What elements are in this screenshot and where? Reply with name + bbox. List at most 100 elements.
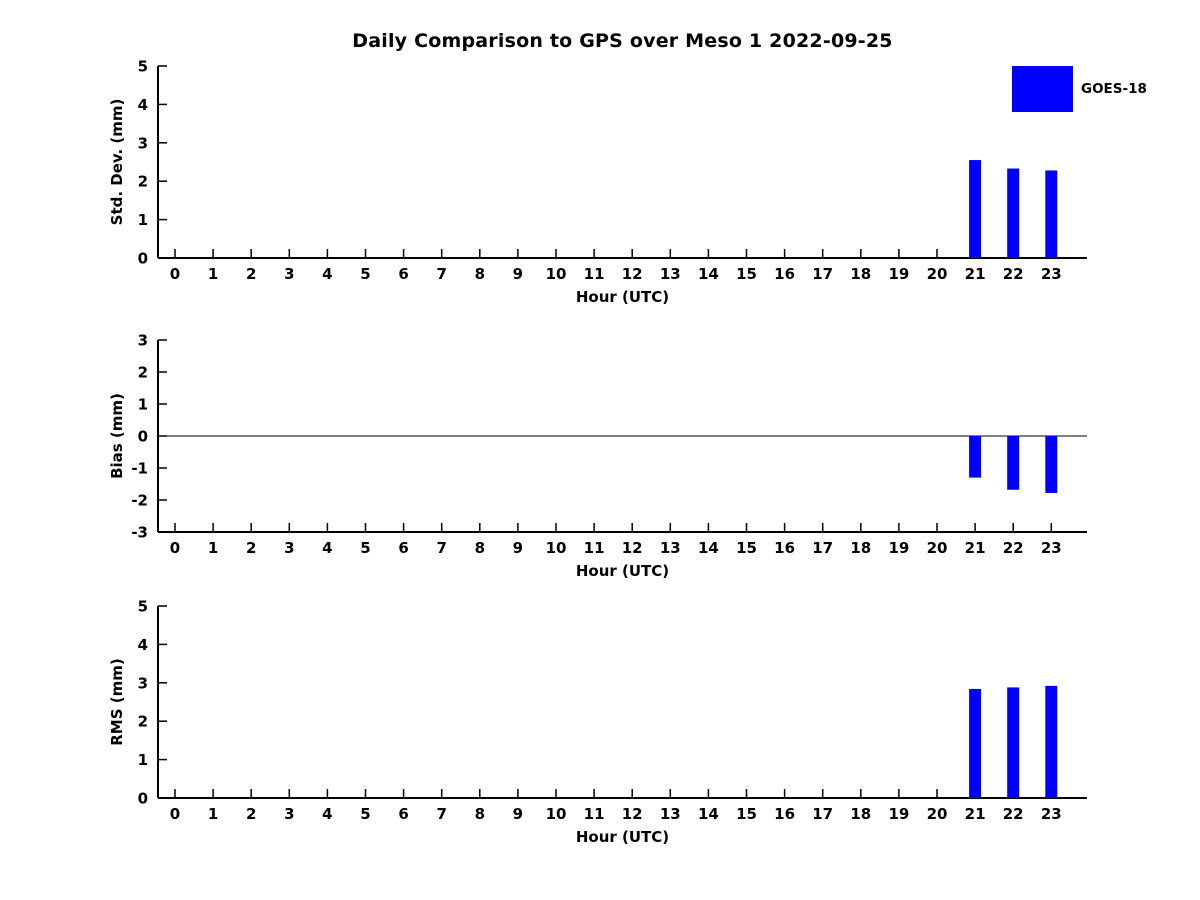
bar-hour-22 xyxy=(1007,687,1020,798)
x-tick-label: 18 xyxy=(850,805,871,823)
x-tick-label: 7 xyxy=(436,805,446,823)
x-tick-label: 11 xyxy=(584,805,605,823)
y-tick-label: 1 xyxy=(138,211,148,229)
y-tick-label: 4 xyxy=(138,636,148,654)
x-tick-label: 10 xyxy=(546,265,567,283)
x-tick-label: 23 xyxy=(1041,539,1062,557)
x-tick-label: 18 xyxy=(850,539,871,557)
y-tick-label: 1 xyxy=(138,751,148,769)
bar-hour-21 xyxy=(969,160,982,258)
x-tick-label: 5 xyxy=(360,805,370,823)
y-tick-label: 3 xyxy=(138,332,148,350)
x-tick-label: 6 xyxy=(398,265,408,283)
y-tick-label: 3 xyxy=(138,674,148,692)
x-tick-label: 9 xyxy=(513,539,523,557)
chart-title: Daily Comparison to GPS over Meso 1 2022… xyxy=(352,30,893,52)
x-tick-label: 1 xyxy=(208,265,218,283)
x-tick-label: 14 xyxy=(698,539,719,557)
x-tick-label: 20 xyxy=(927,539,948,557)
x-tick-label: 17 xyxy=(812,265,833,283)
x-tick-label: 22 xyxy=(1003,265,1024,283)
x-tick-label: 17 xyxy=(812,805,833,823)
x-tick-label: 9 xyxy=(513,265,523,283)
rms-x-axis-label: Hour (UTC) xyxy=(575,828,670,846)
x-tick-label: 4 xyxy=(322,539,332,557)
x-tick-label: 20 xyxy=(927,805,948,823)
x-tick-label: 16 xyxy=(774,805,795,823)
x-tick-label: 17 xyxy=(812,539,833,557)
x-tick-label: 6 xyxy=(398,539,408,557)
stddev-y-axis-label: Std. Dev. (mm) xyxy=(108,98,126,226)
legend-swatch-goes18 xyxy=(1012,66,1073,112)
x-tick-label: 15 xyxy=(736,265,757,283)
x-tick-label: 10 xyxy=(546,805,567,823)
x-tick-label: 7 xyxy=(436,265,446,283)
y-tick-label: 2 xyxy=(138,173,148,191)
x-tick-label: 2 xyxy=(246,805,256,823)
x-tick-label: 11 xyxy=(584,539,605,557)
x-tick-label: 23 xyxy=(1041,805,1062,823)
y-tick-label: -1 xyxy=(131,460,148,478)
bar-hour-22 xyxy=(1007,168,1020,258)
x-tick-label: 2 xyxy=(246,265,256,283)
x-tick-label: 4 xyxy=(322,265,332,283)
x-tick-label: 6 xyxy=(398,805,408,823)
x-tick-label: 10 xyxy=(546,539,567,557)
subplot-rms: 0 1 2 3 4 5 0 1 2 3 4 5 6 7 8 9 10 11 12 13 14 15 16 17 18 19 20 21… xyxy=(0,594,1200,864)
subplot-stddev: 0 1 2 3 4 5 0 1 2 3 4 5 6 7 8 9 10 11 12 13 14 15 16 17 18 19 20 21… xyxy=(0,54,1200,324)
legend-label-goes18: GOES-18 xyxy=(1081,81,1147,97)
x-tick-label: 8 xyxy=(475,805,485,823)
y-tick-label: 0 xyxy=(138,250,148,268)
x-tick-label: 15 xyxy=(736,805,757,823)
x-tick-label: 7 xyxy=(436,539,446,557)
x-tick-label: 0 xyxy=(170,539,180,557)
x-tick-label: 21 xyxy=(965,539,986,557)
bar-hour-23 xyxy=(1045,436,1058,493)
x-tick-label: 12 xyxy=(622,805,643,823)
x-tick-label: 8 xyxy=(475,539,485,557)
x-tick-label: 5 xyxy=(360,539,370,557)
subplot-bias: -3 -2 -1 0 1 2 3 0 1 2 3 4 5 6 7 8 9 10 11 12 13 14 15 16 17 18 19… xyxy=(0,328,1200,598)
x-tick-label: 16 xyxy=(774,539,795,557)
x-tick-label: 0 xyxy=(170,265,180,283)
bias-y-axis-label: Bias (mm) xyxy=(108,393,126,479)
x-tick-label: 3 xyxy=(284,539,294,557)
x-tick-label: 13 xyxy=(660,805,681,823)
x-tick-label: 11 xyxy=(584,265,605,283)
y-tick-label: 1 xyxy=(138,396,148,414)
y-tick-label: 2 xyxy=(138,713,148,731)
x-tick-label: 12 xyxy=(622,265,643,283)
x-tick-label: 16 xyxy=(774,265,795,283)
legend: GOES-18 xyxy=(1012,66,1147,112)
x-tick-label: 3 xyxy=(284,805,294,823)
x-tick-label: 22 xyxy=(1003,539,1024,557)
y-tick-label: -2 xyxy=(131,492,148,510)
bias-x-axis-label: Hour (UTC) xyxy=(575,562,670,580)
y-tick-label: 5 xyxy=(138,58,148,76)
x-tick-label: 5 xyxy=(360,265,370,283)
y-tick-label: 0 xyxy=(138,428,148,446)
x-tick-label: 1 xyxy=(208,805,218,823)
y-tick-label: 5 xyxy=(138,598,148,616)
x-tick-label: 13 xyxy=(660,539,681,557)
x-tick-label: 8 xyxy=(475,265,485,283)
x-tick-label: 19 xyxy=(888,265,909,283)
bar-hour-23 xyxy=(1045,170,1058,258)
x-tick-label: 3 xyxy=(284,265,294,283)
x-tick-label: 21 xyxy=(965,805,986,823)
x-tick-label: 23 xyxy=(1041,265,1062,283)
x-tick-label: 18 xyxy=(850,265,871,283)
x-tick-label: 21 xyxy=(965,265,986,283)
bar-hour-23 xyxy=(1045,685,1058,798)
x-tick-label: 19 xyxy=(888,539,909,557)
x-tick-label: 1 xyxy=(208,539,218,557)
x-tick-label: 2 xyxy=(246,539,256,557)
x-tick-label: 19 xyxy=(888,805,909,823)
y-tick-label: 3 xyxy=(138,134,148,152)
x-tick-label: 4 xyxy=(322,805,332,823)
y-tick-label: -3 xyxy=(131,524,148,542)
y-tick-label: 2 xyxy=(138,364,148,382)
y-tick-label: 0 xyxy=(138,790,148,808)
